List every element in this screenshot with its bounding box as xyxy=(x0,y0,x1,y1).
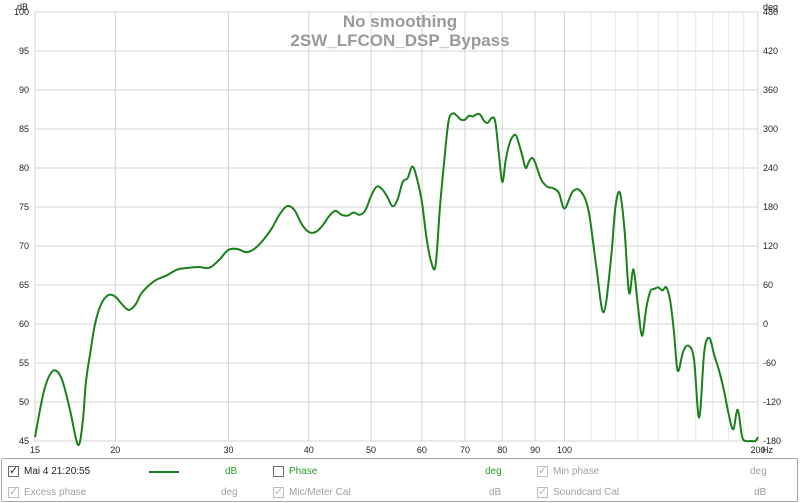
x-tick-label: 30 xyxy=(223,445,233,455)
legend-panel: Mai 4 21:20:55 dB Phase deg Min phase de… xyxy=(0,455,800,503)
measurement-color-swatch[interactable] xyxy=(149,471,179,473)
y2-tick-label: 0 xyxy=(763,319,768,329)
x-tick-label: 50 xyxy=(366,445,376,455)
legend-item-excess-phase[interactable]: Excess phase xyxy=(8,482,86,502)
y2-tick-label: 480 xyxy=(763,7,778,17)
plot-area[interactable] xyxy=(34,11,759,442)
y-tick-label: 95 xyxy=(19,46,29,56)
legend-item-min-phase[interactable]: Min phase xyxy=(537,461,599,481)
min-phase-unit: deg xyxy=(750,465,767,477)
left-unit-label: dB xyxy=(17,2,28,12)
y2-tick-label: 180 xyxy=(763,202,778,212)
legend-item-mic-meter-cal[interactable]: Mic/Meter Cal xyxy=(273,482,351,502)
measurement-unit: dB xyxy=(225,465,238,477)
legend-box: Mai 4 21:20:55 dB Phase deg Min phase de… xyxy=(1,458,798,502)
y-tick-label: 65 xyxy=(19,280,29,290)
legend-item-measurement[interactable]: Mai 4 21:20:55 xyxy=(8,461,90,481)
y2-tick-label: 120 xyxy=(763,241,778,251)
y-tick-label: 50 xyxy=(19,397,29,407)
mic-meter-cal-checkbox[interactable] xyxy=(273,485,284,498)
phase-checkbox[interactable] xyxy=(273,465,284,477)
phase-label: Phase xyxy=(289,465,318,477)
x-tick-label: 40 xyxy=(304,445,314,455)
min-phase-label: Min phase xyxy=(553,465,600,477)
grid-lines xyxy=(34,11,759,442)
chart-subtitle: 2SW_LFCON_DSP_Bypass xyxy=(290,31,509,50)
x-tick-label: 70 xyxy=(460,445,470,455)
y-tick-label: 80 xyxy=(19,163,29,173)
frequency-response-chart: 45 50 55 60 65 70 75 80 85 90 95 100 -180 -120 -60 0 60 1… xyxy=(13,2,782,455)
y-tick-label: 90 xyxy=(19,85,29,95)
excess-phase-unit: deg xyxy=(221,486,238,498)
legend-item-soundcard-cal[interactable]: Soundcard Cal xyxy=(537,482,619,502)
soundcard-cal-checkbox[interactable] xyxy=(537,485,548,498)
y2-tick-label: 300 xyxy=(763,124,778,134)
x-tick-label: 20 xyxy=(110,445,120,455)
measurement-checkbox[interactable] xyxy=(8,464,19,477)
x-tick-label: 200 xyxy=(750,445,765,455)
legend-item-phase[interactable]: Phase xyxy=(273,461,317,481)
y2-tick-label: 360 xyxy=(763,85,778,95)
soundcard-cal-unit: dB xyxy=(754,486,767,498)
y2-tick-label: -120 xyxy=(763,397,781,407)
phase-unit: deg xyxy=(485,465,502,477)
y2-tick-label: 240 xyxy=(763,163,778,173)
right-unit-label: deg xyxy=(763,2,778,12)
y-tick-label: 100 xyxy=(14,7,29,17)
excess-phase-checkbox[interactable] xyxy=(8,485,19,498)
soundcard-cal-label: Soundcard Cal xyxy=(553,486,620,498)
y-tick-label: 60 xyxy=(19,319,29,329)
chart-title: No smoothing xyxy=(343,12,457,31)
y2-tick-label: -60 xyxy=(763,358,776,368)
y2-tick-label: 60 xyxy=(763,280,773,290)
y-tick-label: 85 xyxy=(19,124,29,134)
x-unit-label: Hz xyxy=(762,445,773,455)
x-tick-label: 100 xyxy=(557,445,572,455)
min-phase-checkbox[interactable] xyxy=(537,464,548,477)
y-tick-label: 45 xyxy=(19,436,29,446)
y-tick-label: 55 xyxy=(19,358,29,368)
mic-meter-cal-label: Mic/Meter Cal xyxy=(289,486,351,498)
x-tick-label: 15 xyxy=(30,445,40,455)
x-tick-label: 90 xyxy=(530,445,540,455)
y-tick-label: 70 xyxy=(19,241,29,251)
x-tick-label: 80 xyxy=(497,445,507,455)
x-tick-label: 60 xyxy=(417,445,427,455)
y2-tick-label: -180 xyxy=(763,436,781,446)
excess-phase-label: Excess phase xyxy=(24,486,87,498)
series-line xyxy=(34,112,759,446)
mic-meter-cal-unit: dB xyxy=(489,486,502,498)
y-tick-label: 75 xyxy=(19,202,29,212)
series-layer xyxy=(34,112,759,446)
measurement-label: Mai 4 21:20:55 xyxy=(24,465,91,477)
y2-tick-label: 420 xyxy=(763,46,778,56)
axis-ticks: 45 50 55 60 65 70 75 80 85 90 95 100 -180 -120 -60 0 60 1… xyxy=(14,7,781,455)
